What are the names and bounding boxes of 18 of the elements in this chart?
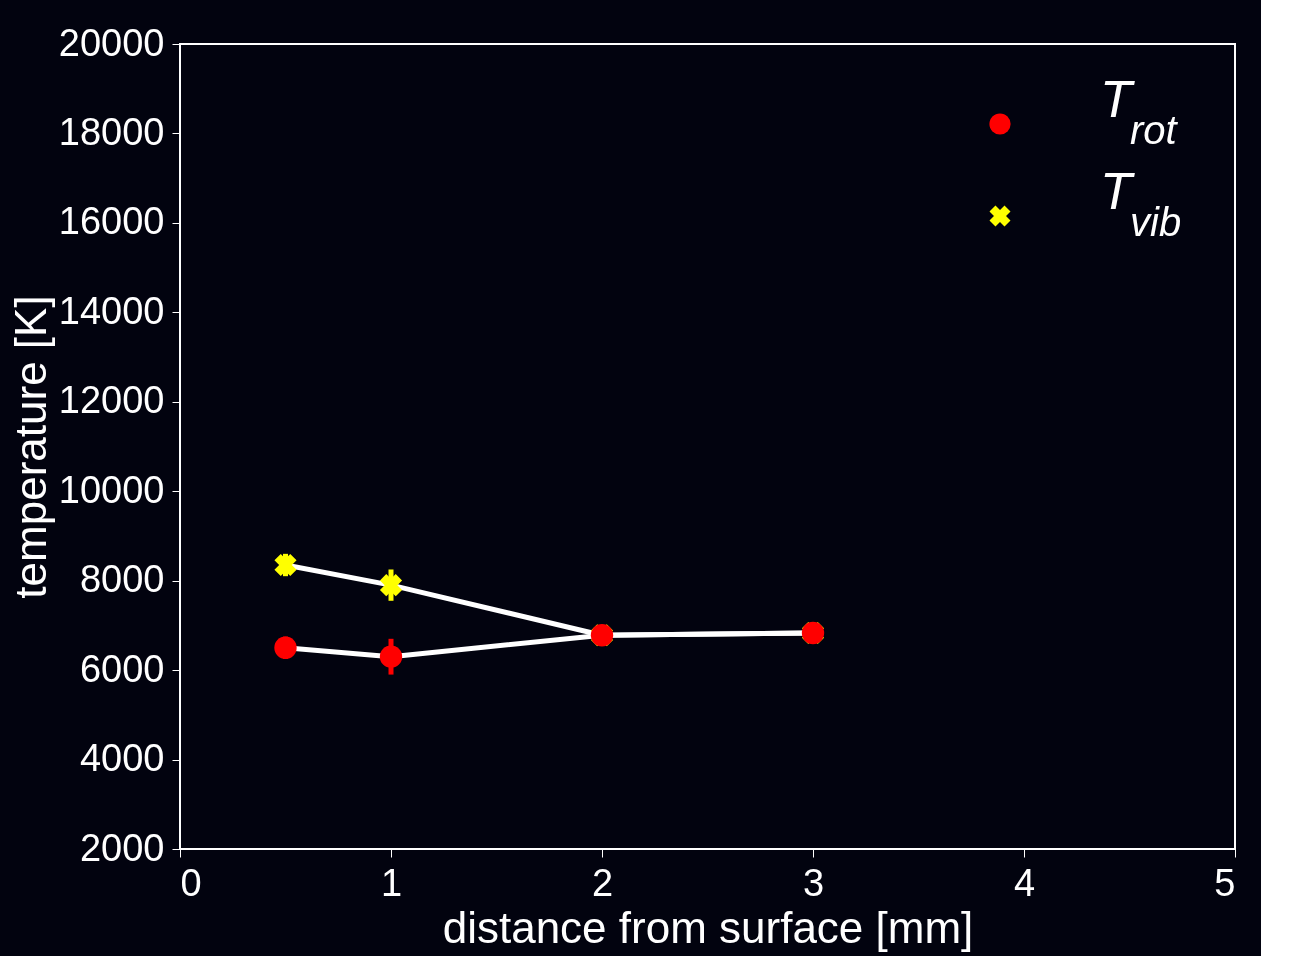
y-tick-label: 12000 bbox=[58, 379, 165, 422]
y-tick-label: 2000 bbox=[79, 826, 165, 869]
y-tick-label: 6000 bbox=[79, 647, 165, 690]
y-axis-title: temperature [K] bbox=[5, 295, 55, 599]
x-tick-label: 1 bbox=[380, 861, 403, 904]
x-tick-label: 4 bbox=[1013, 861, 1036, 904]
y-tick-label: 16000 bbox=[58, 200, 165, 243]
y-tick-label: 8000 bbox=[79, 558, 165, 601]
x-tick-label: 0 bbox=[180, 861, 202, 904]
x-axis-title: distance from surface [mm] bbox=[442, 902, 974, 952]
x-tick-label: 5 bbox=[1214, 861, 1236, 904]
y-tick-label: 4000 bbox=[79, 737, 165, 780]
y-tick-label: 14000 bbox=[58, 289, 165, 332]
y-tick-label: 18000 bbox=[58, 110, 165, 153]
x-tick-label: 2 bbox=[591, 861, 614, 904]
y-tick-label: 20000 bbox=[58, 21, 165, 64]
y-tick-label: 10000 bbox=[58, 468, 165, 511]
x-tick-label: 3 bbox=[802, 861, 825, 904]
